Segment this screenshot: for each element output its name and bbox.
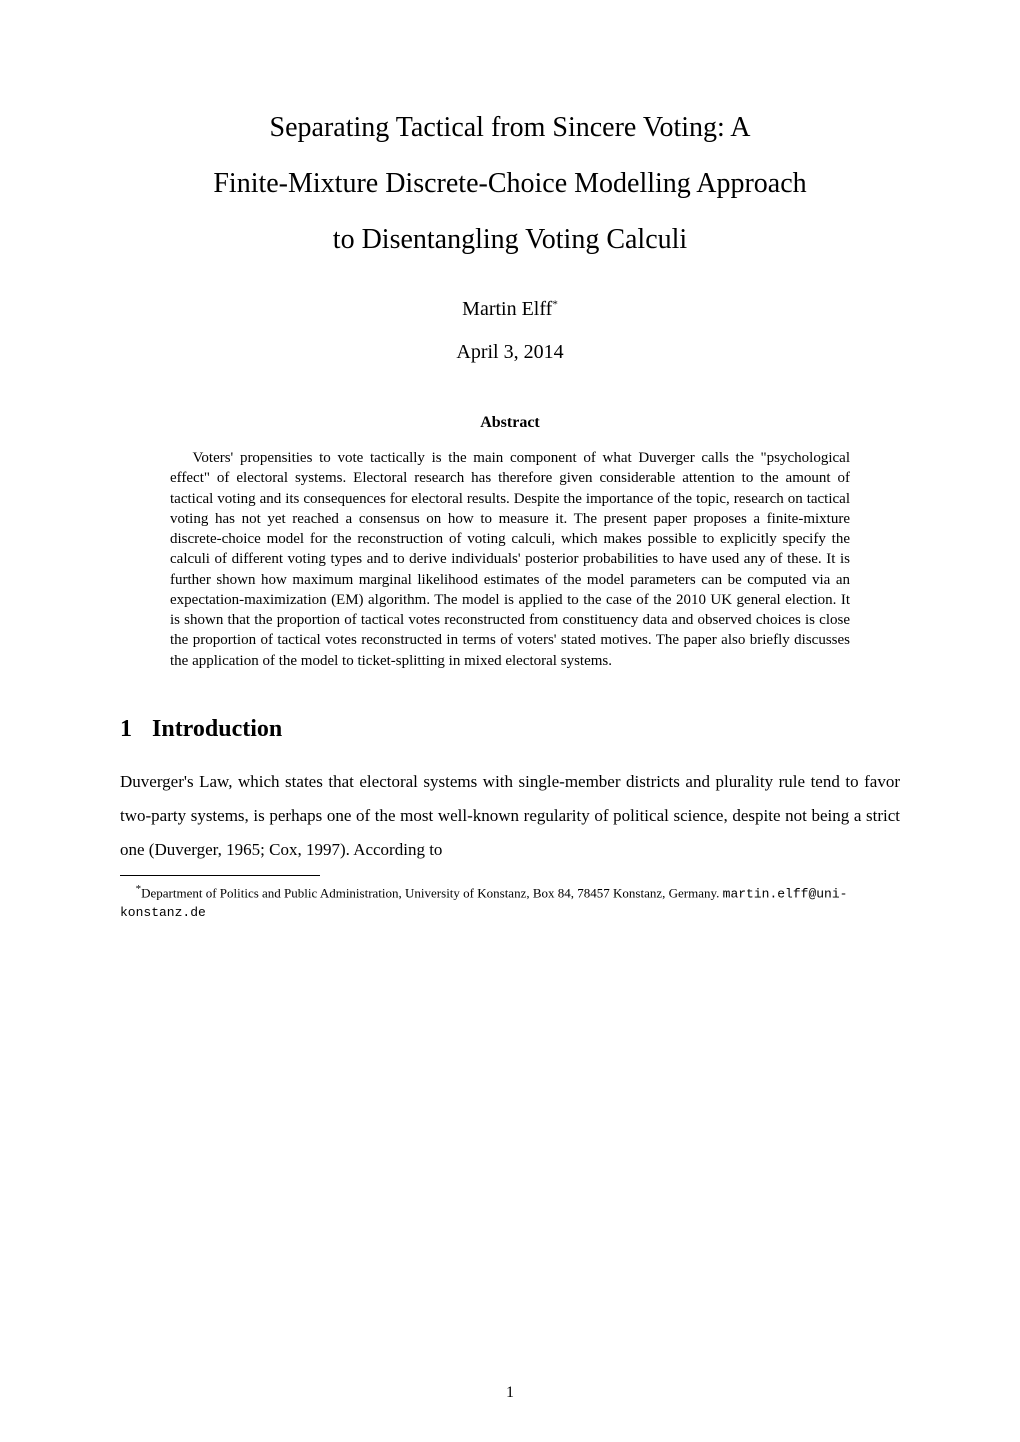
author-name: Martin Elff xyxy=(462,298,552,320)
date: April 3, 2014 xyxy=(120,341,900,364)
footnote-rule xyxy=(120,875,320,876)
title-line-1: Separating Tactical from Sincere Voting:… xyxy=(120,100,900,156)
abstract-body: Voters' propensities to vote tactically … xyxy=(170,448,850,671)
author-block: Martin Elff* xyxy=(120,298,900,321)
footnote: *Department of Politics and Public Admin… xyxy=(120,882,900,923)
footnote-body: Department of Politics and Public Admini… xyxy=(141,885,723,900)
title-line-3: to Disentangling Voting Calculi xyxy=(120,212,900,268)
page-number: 1 xyxy=(506,1384,514,1402)
abstract-heading: Abstract xyxy=(120,414,900,432)
author-footnote-marker: * xyxy=(552,298,558,310)
section-title: Introduction xyxy=(152,716,282,742)
title-line-2: Finite-Mixture Discrete-Choice Modelling… xyxy=(120,156,900,212)
body-paragraph: Duverger's Law, which states that electo… xyxy=(120,765,900,867)
title-block: Separating Tactical from Sincere Voting:… xyxy=(120,100,900,268)
section-heading: 1 Introduction xyxy=(120,716,900,743)
section-number: 1 xyxy=(120,716,132,743)
